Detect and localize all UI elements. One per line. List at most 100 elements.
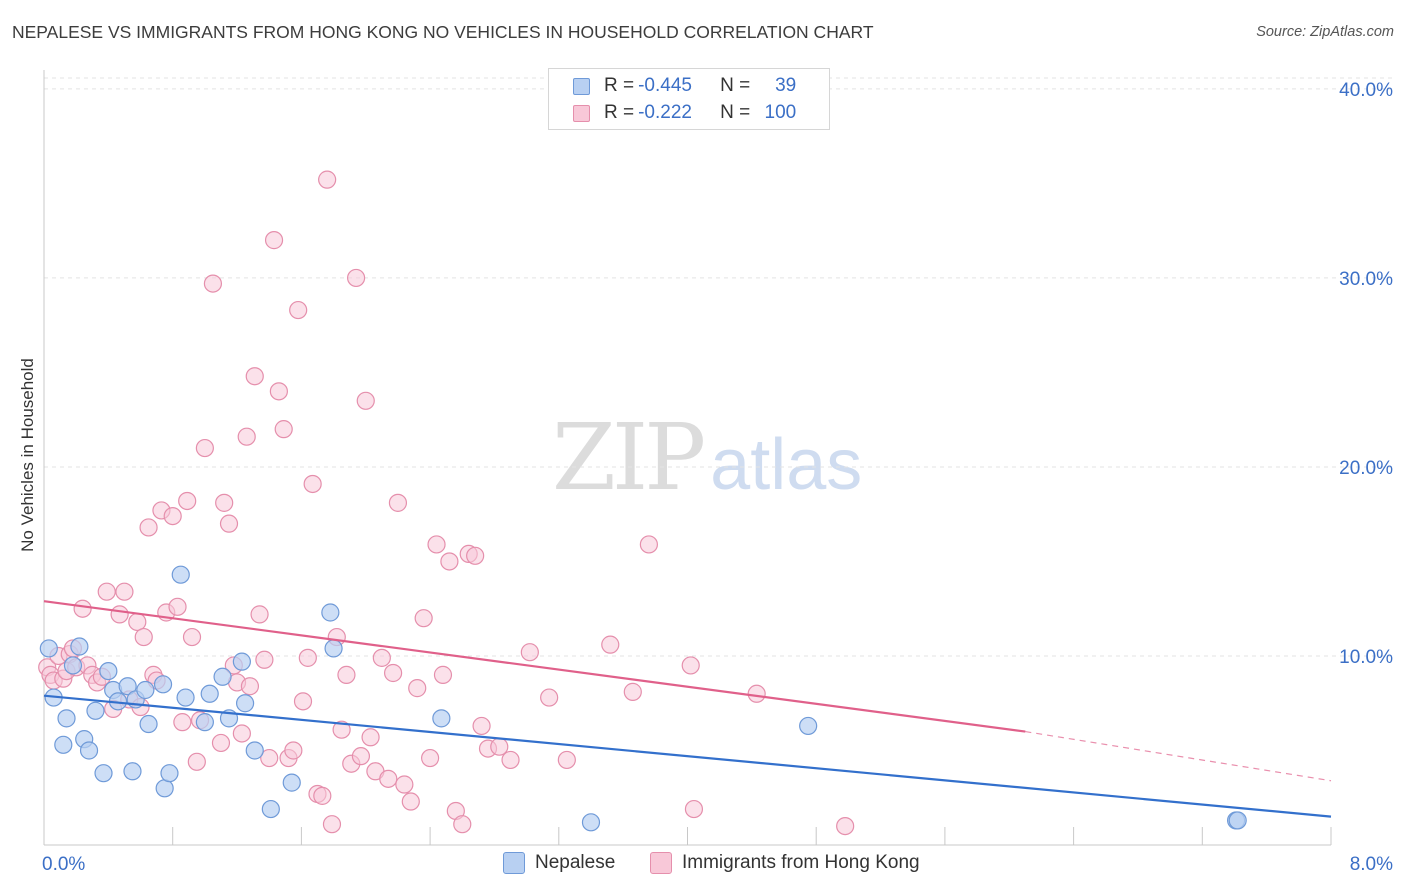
y-tick-label: 40.0%	[1339, 80, 1393, 101]
chart-title: NEPALESE VS IMMIGRANTS FROM HONG KONG NO…	[12, 22, 874, 42]
data-point-hong-kong	[115, 582, 134, 601]
data-point-nepalese	[57, 709, 76, 728]
data-point-hong-kong	[264, 231, 284, 250]
data-point-nepalese	[155, 779, 174, 798]
data-point-hong-kong	[97, 582, 116, 601]
source-label: Source: ZipAtlas.com	[1256, 24, 1394, 40]
data-point-nepalese	[171, 565, 190, 584]
data-point-nepalese	[79, 741, 99, 760]
data-point-hong-kong	[540, 688, 559, 707]
legend-n-label: N =	[720, 75, 751, 96]
data-point-hong-kong	[557, 750, 576, 770]
watermark-zip: ZIP	[552, 404, 706, 511]
trend-line-nepalese	[43, 694, 1332, 818]
data-point-hong-kong	[178, 491, 197, 511]
data-point-hong-kong	[421, 748, 440, 768]
watermark-atlas: atlas	[710, 425, 863, 505]
data-point-hong-kong	[211, 733, 231, 753]
trend-lines	[43, 600, 1332, 818]
data-point-hong-kong	[453, 815, 472, 834]
bottom-legend-label-nepalese: Nepalese	[535, 852, 616, 873]
data-point-nepalese	[63, 656, 83, 675]
data-point-hong-kong	[215, 493, 234, 512]
bottom-legend-swatch-nepalese	[503, 852, 525, 874]
bottom-legend-label-hong-kong: Immigrants from Hong Kong	[682, 852, 920, 873]
data-point-nepalese	[581, 813, 601, 832]
y-tick-label: 30.0%	[1339, 269, 1393, 290]
x-tick-label-min: 0.0%	[42, 854, 85, 875]
data-point-nepalese	[136, 680, 155, 700]
data-point-hong-kong	[601, 635, 620, 654]
data-point-hong-kong	[187, 752, 206, 771]
data-point-hong-kong	[139, 518, 158, 537]
data-point-hong-kong	[408, 679, 427, 698]
data-point-hong-kong	[501, 750, 520, 770]
data-point-hong-kong	[195, 438, 214, 458]
data-point-hong-kong	[322, 815, 342, 834]
legend-row-nepalese: R = -0.445 N = 39	[573, 74, 796, 98]
data-point-hong-kong	[284, 741, 303, 760]
data-point-hong-kong	[255, 650, 274, 669]
legend-r-value: -0.445	[638, 75, 692, 96]
data-point-nepalese	[235, 694, 255, 713]
data-point-hong-kong	[472, 716, 491, 736]
data-point-nepalese	[99, 661, 118, 681]
legend: R = -0.445 N = 39 R = -0.222 N = 100	[548, 68, 830, 130]
legend-swatch-hong-kong	[573, 104, 590, 122]
data-point-hong-kong	[379, 769, 398, 788]
legend-n-label: N =	[720, 102, 751, 123]
data-point-nepalese	[118, 677, 137, 696]
data-point-nepalese	[245, 741, 264, 760]
data-point-hong-kong	[337, 665, 356, 684]
data-point-hong-kong	[332, 720, 351, 739]
grid-lines	[44, 77, 1392, 657]
bottom-legend: Nepalese Immigrants from Hong Kong	[0, 852, 1406, 878]
data-point-hong-kong	[293, 692, 313, 711]
data-point-hong-kong	[520, 643, 539, 662]
data-point-hong-kong	[313, 786, 332, 805]
data-point-nepalese	[139, 714, 158, 734]
data-point-hong-kong	[134, 627, 153, 647]
legend-n-value: 100	[764, 102, 797, 123]
data-point-nepalese	[1228, 811, 1247, 830]
data-point-hong-kong	[168, 597, 187, 616]
legend-r-label: R =	[604, 75, 635, 96]
data-point-nepalese	[160, 764, 179, 783]
data-point-hong-kong	[250, 605, 269, 624]
data-point-hong-kong	[440, 552, 459, 571]
axes	[43, 70, 1332, 846]
y-tick-label: 20.0%	[1339, 458, 1393, 479]
data-point-hong-kong	[356, 391, 375, 410]
data-point-hong-kong	[182, 627, 202, 647]
trend-line-hong-kong	[43, 600, 1026, 733]
data-point-hong-kong	[466, 546, 485, 565]
tick-labels: 10.0% 20.0% 30.0% 40.0% 0.0% 8.0%	[42, 80, 1393, 875]
data-point-nepalese	[261, 799, 280, 819]
data-point-hong-kong	[433, 665, 453, 684]
bottom-legend-swatch-hong-kong	[650, 852, 672, 874]
data-point-nepalese	[282, 773, 301, 792]
data-point-nepalese	[86, 701, 105, 720]
data-point-hong-kong	[260, 748, 279, 768]
data-point-hong-kong	[73, 599, 92, 618]
data-point-hong-kong	[401, 792, 420, 811]
data-point-nepalese	[176, 688, 195, 707]
data-point-nepalese	[94, 764, 113, 783]
y-tick-label: 10.0%	[1339, 647, 1393, 668]
data-point-hong-kong	[361, 728, 380, 747]
data-point-nepalese	[70, 637, 89, 656]
series-hong-kong-points	[38, 170, 855, 836]
data-point-hong-kong	[372, 648, 391, 667]
data-point-hong-kong	[245, 367, 264, 386]
data-point-hong-kong	[681, 656, 700, 675]
data-point-nepalese	[195, 713, 214, 732]
data-point-nepalese	[153, 675, 173, 694]
data-point-nepalese	[213, 667, 232, 686]
bottom-legend-nepalese: Nepalese	[503, 852, 615, 874]
x-tick-label-max: 8.0%	[1350, 854, 1393, 875]
legend-r-value: -0.222	[638, 102, 692, 123]
data-point-hong-kong	[128, 612, 147, 632]
data-point-hong-kong	[383, 663, 403, 683]
data-point-hong-kong	[623, 682, 642, 701]
